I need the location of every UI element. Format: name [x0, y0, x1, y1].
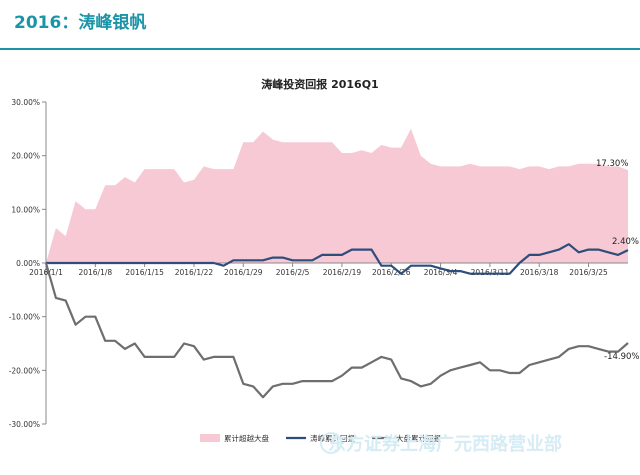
x-tick-label: 2016/1/15: [125, 268, 164, 277]
x-tick-label: 2016/2/19: [323, 268, 362, 277]
x-tick-label: 2016/2/26: [372, 268, 411, 277]
x-tick-label: 2016/1/22: [175, 268, 214, 277]
y-tick-label: -10.00%: [9, 313, 40, 322]
y-tick-label: 0.00%: [16, 259, 40, 268]
annotation-market-end: -14.90%: [604, 352, 639, 362]
chart-title: 涛峰投资回报 2016Q1: [261, 77, 378, 91]
x-tick-label: 2016/3/4: [424, 268, 458, 277]
legend-label: 大盘累计回报: [396, 433, 441, 443]
area-series-excess: [46, 128, 628, 263]
x-tick-label: 2016/1/8: [78, 268, 112, 277]
y-tick-label: 30.00%: [11, 98, 40, 107]
line-series-fund: [46, 243, 629, 275]
x-tick-label: 2016/2/5: [276, 268, 310, 277]
watermark: 东方证券上海广元西路营业部: [328, 434, 562, 455]
x-tick-label: 2016/3/11: [471, 268, 510, 277]
line-series-market: [44, 262, 629, 399]
y-tick-label: -20.00%: [9, 366, 40, 375]
y-tick-label: -30.00%: [9, 420, 40, 429]
x-tick-label: 2016/1/29: [224, 268, 263, 277]
heading-underline: [0, 48, 640, 50]
annotation-excess-end: 17.30%: [596, 159, 628, 169]
y-tick-label: 10.00%: [11, 205, 40, 214]
y-tick-label: 20.00%: [11, 152, 40, 161]
watermark-icon: [320, 432, 342, 454]
legend-swatch-excess: [200, 434, 220, 442]
x-tick-label: 2016/3/18: [520, 268, 559, 277]
x-tick-label: 2016/1/1: [29, 268, 63, 277]
page-heading: 2016：涛峰银帆: [14, 13, 147, 33]
legend-label: 累计超越大盘: [224, 433, 269, 443]
annotation-fund-end: 2.40%: [612, 237, 639, 247]
x-tick-label: 2016/3/25: [569, 268, 608, 277]
